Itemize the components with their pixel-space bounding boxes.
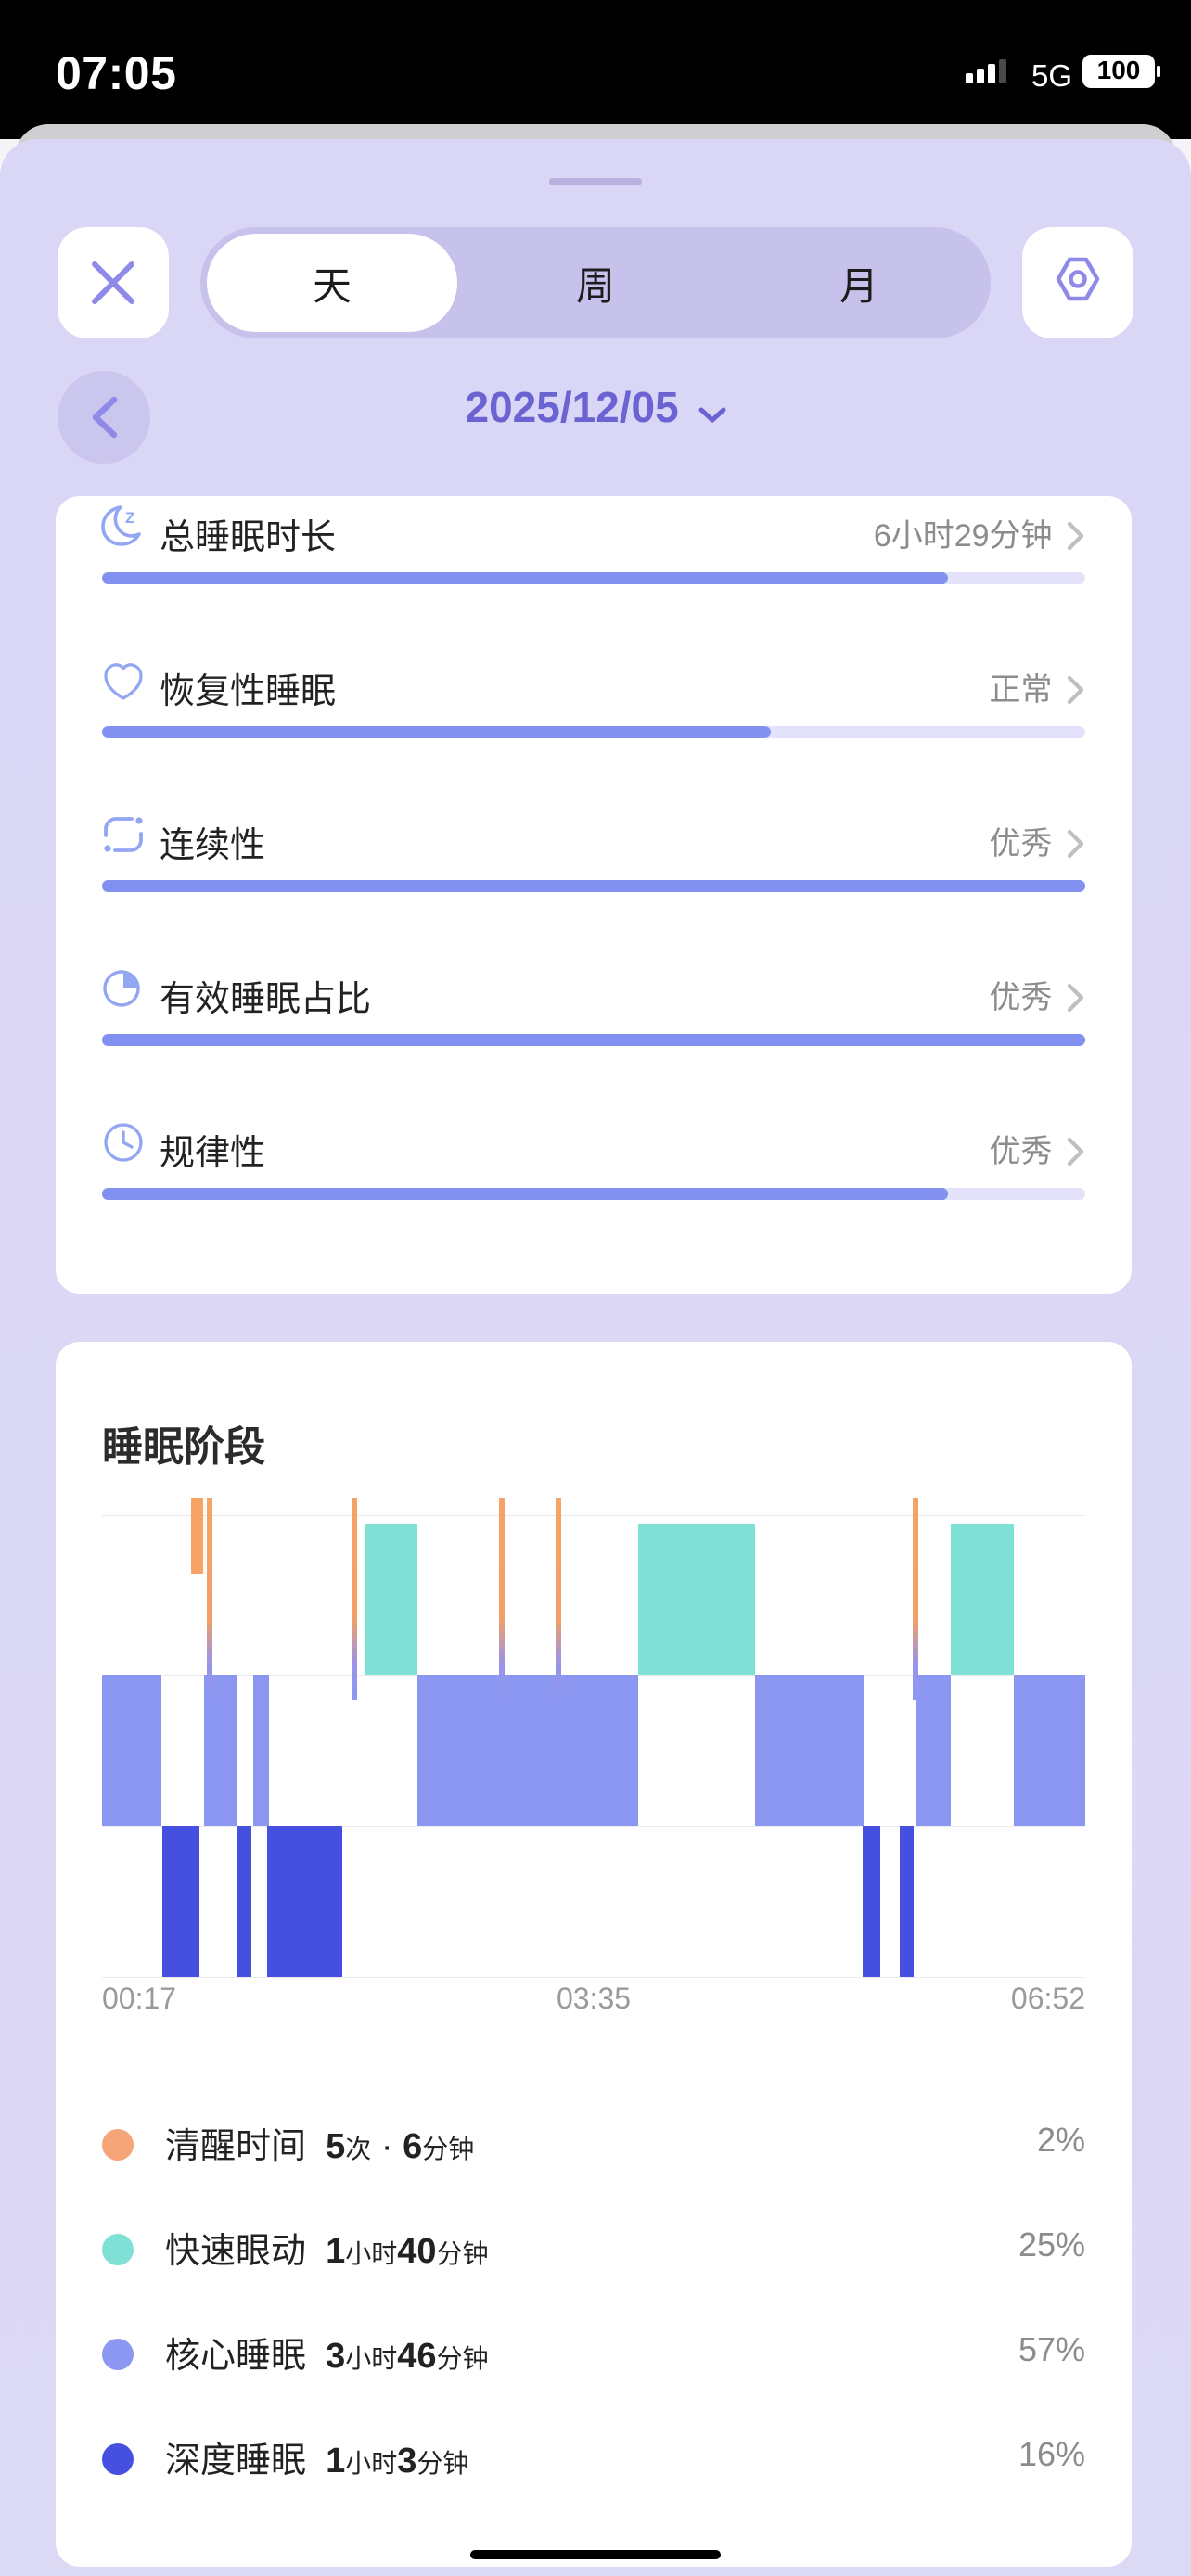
svg-text:Z: Z: [125, 509, 134, 527]
